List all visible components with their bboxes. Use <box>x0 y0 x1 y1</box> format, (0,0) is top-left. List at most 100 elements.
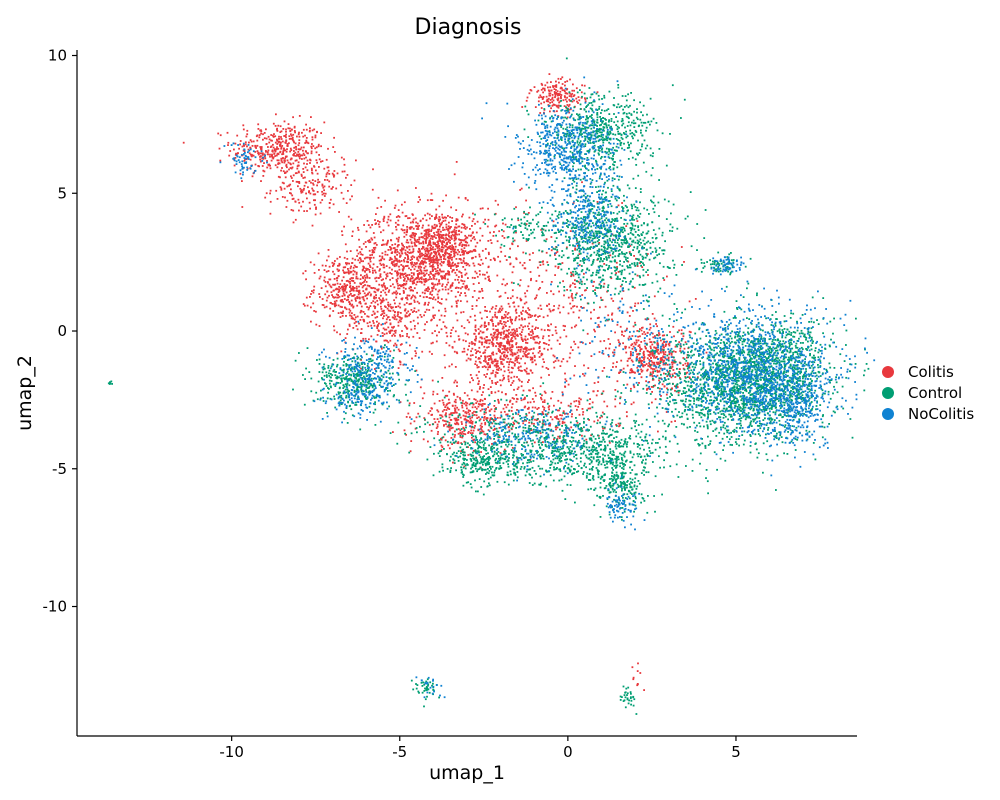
data-point <box>433 277 435 280</box>
data-point <box>474 441 476 444</box>
data-point <box>488 409 491 412</box>
data-point <box>517 413 520 416</box>
data-point <box>472 379 474 382</box>
data-point <box>418 238 421 241</box>
data-point <box>312 183 315 186</box>
data-point <box>518 326 521 329</box>
data-point <box>428 249 431 252</box>
data-point <box>298 182 301 184</box>
data-point <box>616 323 619 326</box>
data-point <box>349 309 352 312</box>
data-point <box>441 250 444 253</box>
data-point <box>476 220 479 223</box>
data-point <box>474 270 477 273</box>
data-point <box>258 134 261 136</box>
data-point <box>570 415 573 418</box>
data-point <box>455 274 458 277</box>
data-point <box>496 330 499 333</box>
data-point <box>640 341 643 343</box>
data-point <box>424 257 426 260</box>
data-point <box>654 398 657 401</box>
data-point <box>404 277 406 280</box>
data-point <box>335 304 338 307</box>
data-point <box>300 205 303 208</box>
data-point <box>355 325 358 327</box>
data-point <box>539 287 541 289</box>
data-point <box>633 286 636 289</box>
data-point <box>301 191 304 193</box>
data-point <box>636 353 638 356</box>
data-point <box>715 377 717 379</box>
data-point <box>291 198 294 200</box>
data-point <box>314 180 317 182</box>
data-point <box>459 294 461 297</box>
data-point <box>581 84 583 87</box>
data-point <box>286 143 289 145</box>
data-point <box>309 207 311 210</box>
data-point <box>276 139 279 142</box>
data-point <box>399 254 402 257</box>
data-point <box>360 332 362 334</box>
data-point <box>663 279 666 281</box>
data-point <box>521 317 523 320</box>
data-point <box>479 398 482 401</box>
data-point <box>476 417 479 419</box>
data-point <box>667 359 670 362</box>
data-point <box>417 201 420 203</box>
data-point <box>457 249 459 251</box>
data-point <box>509 316 512 319</box>
data-point <box>509 256 511 259</box>
data-point <box>506 313 509 316</box>
data-point <box>425 219 428 222</box>
data-point <box>407 241 410 244</box>
data-point <box>397 219 400 222</box>
data-point <box>557 266 560 268</box>
data-point <box>260 180 262 182</box>
data-point <box>332 186 334 188</box>
data-point <box>402 276 405 278</box>
data-point <box>263 137 266 140</box>
data-point <box>507 351 509 354</box>
data-point <box>435 270 437 273</box>
data-point <box>573 89 575 92</box>
data-point <box>353 294 356 296</box>
data-point <box>426 296 428 298</box>
data-point <box>455 411 457 414</box>
data-point <box>440 437 442 440</box>
data-point <box>447 260 449 262</box>
data-point <box>574 248 576 251</box>
data-point <box>640 376 643 379</box>
data-point <box>489 310 491 313</box>
data-point <box>639 357 641 359</box>
data-point <box>394 204 397 207</box>
data-point <box>385 298 388 301</box>
data-point <box>653 356 655 359</box>
data-point <box>272 156 275 159</box>
data-point <box>759 353 762 356</box>
data-point <box>396 271 398 274</box>
data-point <box>409 286 412 288</box>
data-point <box>652 370 654 373</box>
data-point <box>483 416 485 419</box>
data-point <box>351 295 353 297</box>
data-point <box>464 273 467 276</box>
data-point <box>302 135 305 138</box>
data-point <box>410 328 413 331</box>
data-point <box>407 255 409 257</box>
data-point <box>552 293 555 296</box>
data-point <box>370 293 372 296</box>
data-point <box>667 356 670 359</box>
data-point <box>402 363 405 366</box>
data-point <box>309 296 311 298</box>
data-point <box>443 228 446 231</box>
data-point <box>318 166 320 168</box>
data-point <box>318 293 321 295</box>
data-point <box>538 346 541 349</box>
data-point <box>577 96 580 98</box>
data-point <box>495 336 498 338</box>
data-point <box>422 257 425 260</box>
data-point <box>557 77 560 80</box>
data-point <box>453 237 456 240</box>
data-point <box>494 307 497 310</box>
data-point <box>415 240 418 243</box>
